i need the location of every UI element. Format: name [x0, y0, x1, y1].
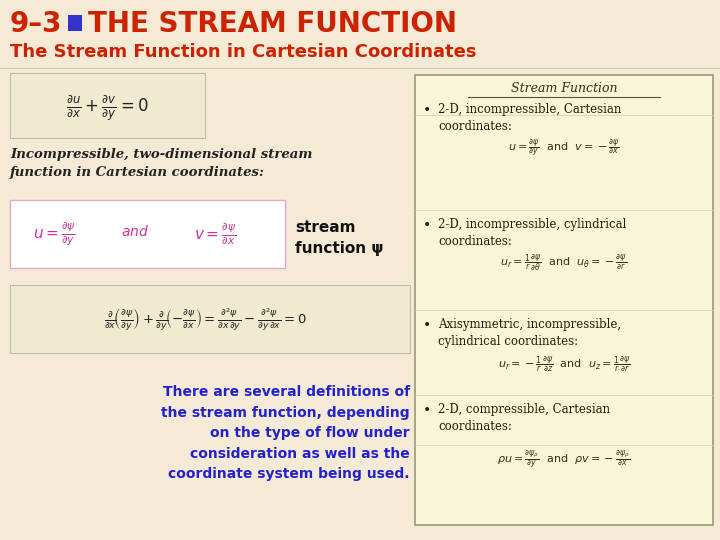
Bar: [415, 75, 713, 525]
Text: $\frac{\partial}{\partial x}\!\left(\frac{\partial\psi}{\partial y}\right)+\frac: $\frac{\partial}{\partial x}\!\left(\fra…: [104, 307, 307, 333]
Bar: [10, 73, 205, 138]
Text: $\rho u=\frac{\partial\psi_\rho}{\partial y}\ \ \mathrm{and}\ \ \rho v=-\frac{\p: $\rho u=\frac{\partial\psi_\rho}{\partia…: [498, 449, 631, 471]
Text: $v=\frac{\partial\psi}{\partial x}$: $v=\frac{\partial\psi}{\partial x}$: [194, 222, 236, 247]
Text: The Stream Function in Cartesian Coordinates: The Stream Function in Cartesian Coordin…: [10, 43, 477, 61]
Bar: [68, 15, 82, 31]
Text: $u_r=-\frac{1}{r}\frac{\partial\psi}{\partial z}\ \ \mathrm{and}\ \ u_z=\frac{1}: $u_r=-\frac{1}{r}\frac{\partial\psi}{\pa…: [498, 355, 631, 375]
Text: 2-D, compressible, Cartesian
coordinates:: 2-D, compressible, Cartesian coordinates…: [438, 403, 610, 433]
Text: $u=\frac{\partial\psi}{\partial y}$: $u=\frac{\partial\psi}{\partial y}$: [33, 221, 76, 248]
Text: •: •: [423, 318, 431, 332]
Text: Axisymmetric, incompressible,
cylindrical coordinates:: Axisymmetric, incompressible, cylindrica…: [438, 318, 621, 348]
Text: $\frac{\partial u}{\partial x}+\frac{\partial v}{\partial y}=0$: $\frac{\partial u}{\partial x}+\frac{\pa…: [66, 93, 148, 123]
Text: $u=\frac{\partial\psi}{\partial y}\ \ \mathrm{and}\ \ v=-\frac{\partial\psi}{\pa: $u=\frac{\partial\psi}{\partial y}\ \ \m…: [508, 137, 620, 159]
Text: •: •: [423, 403, 431, 417]
Text: THE STREAM FUNCTION: THE STREAM FUNCTION: [88, 10, 457, 38]
Text: •: •: [423, 103, 431, 117]
Text: stream
function ψ: stream function ψ: [295, 220, 384, 256]
Bar: [10, 285, 410, 353]
Text: 2-D, incompressible, cylindrical
coordinates:: 2-D, incompressible, cylindrical coordin…: [438, 218, 626, 248]
Text: $\mathit{and}$: $\mathit{and}$: [121, 225, 149, 240]
Text: •: •: [423, 218, 431, 232]
Text: There are several definitions of
the stream function, depending
on the type of f: There are several definitions of the str…: [161, 385, 410, 481]
Text: 2-D, incompressible, Cartesian
coordinates:: 2-D, incompressible, Cartesian coordinat…: [438, 103, 621, 133]
Text: 9–3: 9–3: [10, 10, 63, 38]
Bar: [10, 200, 285, 268]
Text: Incompressible, two-dimensional stream
function in Cartesian coordinates:: Incompressible, two-dimensional stream f…: [10, 148, 312, 179]
Text: $u_r=\frac{1}{r}\frac{\partial\psi}{\partial\theta}\ \ \mathrm{and}\ \ u_\theta=: $u_r=\frac{1}{r}\frac{\partial\psi}{\par…: [500, 253, 628, 273]
Text: Stream Function: Stream Function: [510, 82, 617, 95]
